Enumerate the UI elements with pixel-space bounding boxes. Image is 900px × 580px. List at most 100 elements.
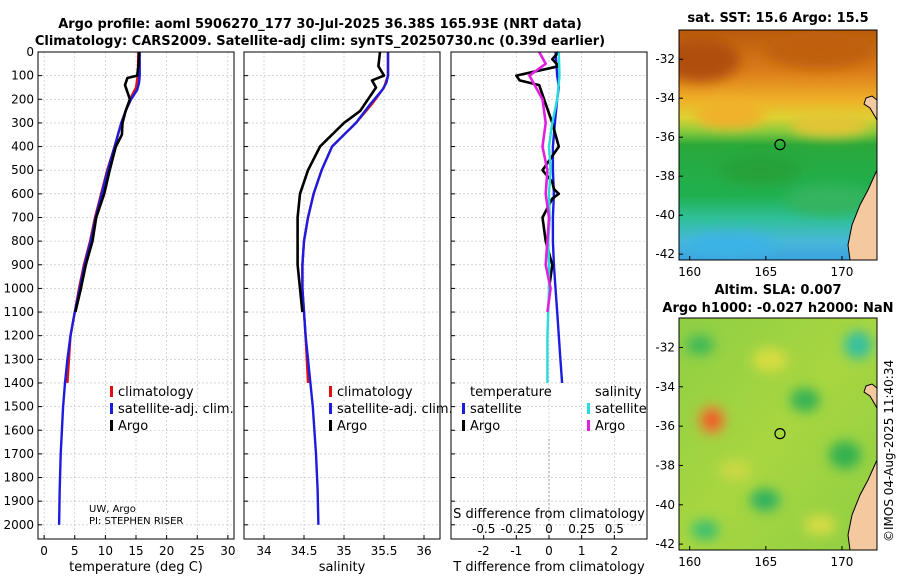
sst-front-patch xyxy=(790,113,870,137)
sla-low-patch xyxy=(691,520,719,540)
map-x-tick-label: 160 xyxy=(678,265,701,279)
legend-argo-swatch xyxy=(329,420,332,431)
legend-satellite-swatch xyxy=(329,403,332,414)
y-tick-label: 1400 xyxy=(3,376,34,390)
timestamp-stamp: ©IMOS 04-Aug-2025 11:40:34 xyxy=(882,360,896,542)
x-tick-label: 20 xyxy=(159,544,174,558)
map-x-tick-label: 165 xyxy=(754,555,777,569)
sla-high-patch xyxy=(804,515,836,535)
note-line2: PI: STEPHEN RISER xyxy=(89,516,183,527)
figure-title-line1: Argo profile: aoml 5906270_177 30-Jul-20… xyxy=(58,17,582,32)
y-tick-label: 1300 xyxy=(3,352,34,366)
legend-temp-satellite-swatch xyxy=(462,403,465,414)
map-y-tick-label: -40 xyxy=(655,498,675,512)
series-line-argo xyxy=(74,51,141,313)
x-tick-label: 30 xyxy=(220,544,235,558)
map-y-tick-label: -42 xyxy=(655,537,675,551)
difference-axes-box xyxy=(450,51,648,540)
x-tick-label: 25 xyxy=(190,544,205,558)
sst-cool-patch xyxy=(785,185,875,215)
coastline-north xyxy=(863,95,877,121)
salinity-diff-tick-label: -0.25 xyxy=(501,522,532,536)
legend-climatology-label: climatology xyxy=(118,385,194,400)
y-tick-label: 700 xyxy=(11,210,34,224)
note-line1: UW, Argo xyxy=(89,504,136,515)
salinity-diff-tick-label: -0.5 xyxy=(472,522,495,536)
y-tick-label: 1900 xyxy=(3,494,34,508)
salinity-difference-ticks: -0.5 -0.25 0 0.25 0.5 xyxy=(472,522,624,536)
x-tick-label: -1 xyxy=(510,544,522,558)
map-y-tick-label: -34 xyxy=(655,91,675,105)
legend-temp-argo-swatch xyxy=(462,420,465,431)
legend-temperature-header: temperature xyxy=(470,385,552,400)
legend-satellite-label: satellite-adj. clim. xyxy=(118,402,234,417)
sst-cold-patch xyxy=(685,233,775,257)
legend-sal-satellite-swatch xyxy=(587,403,590,414)
map-y-tick-label: -38 xyxy=(655,458,675,472)
legend-sal-satellite-label: satellite xyxy=(595,402,647,417)
sla-map: 160 165 170 -32 -34 -36 -38 -40 -42 xyxy=(655,317,878,569)
sla-high-patch xyxy=(752,348,788,372)
sla-map-frame xyxy=(678,317,878,551)
series-line-argo xyxy=(296,51,386,313)
salinity-panel: 34 34.5 35 35.5 36 salinity climatology sate… xyxy=(243,51,453,575)
sla-map-title-line2: Argo h1000: -0.027 h2000: NaN xyxy=(662,301,893,316)
coastline-south xyxy=(847,169,877,260)
x-tick-label: 35 xyxy=(336,544,351,558)
map-y-tick-label: -42 xyxy=(655,247,675,261)
x-tick-label: 1 xyxy=(578,544,586,558)
y-tick-label: 200 xyxy=(11,92,34,106)
y-tick-label: 1000 xyxy=(3,281,34,295)
map-y-tick-label: -36 xyxy=(655,130,675,144)
x-tick-label: 34.5 xyxy=(291,544,318,558)
sla-low-patch xyxy=(686,335,714,355)
coastline-south xyxy=(847,459,877,550)
y-tick-label: 400 xyxy=(11,140,34,154)
salinity-difference-label: S difference from climatology xyxy=(453,507,645,522)
y-tick-label: 1700 xyxy=(3,447,34,461)
salinity-diff-tick-label: 0.25 xyxy=(568,522,595,536)
legend-climatology-label: climatology xyxy=(337,385,413,400)
map-x-tick-label: 165 xyxy=(754,265,777,279)
series-line-satellite-adj-clim- xyxy=(57,52,141,525)
sla-high-core xyxy=(705,413,719,427)
salinity-diff-tick-label: 0 xyxy=(545,522,553,536)
legend-climatology-swatch xyxy=(110,386,113,397)
x-tick-label: 5 xyxy=(71,544,79,558)
y-tick-label: 900 xyxy=(11,258,34,272)
x-tick-label: 36 xyxy=(416,544,431,558)
legend-satellite-swatch xyxy=(110,403,113,414)
y-tick-label: 100 xyxy=(11,69,34,83)
x-tick-label: 2 xyxy=(611,544,619,558)
difference-legend: temperature salinity satellite Argo sate… xyxy=(462,385,647,434)
sst-warm-patch xyxy=(765,32,875,68)
y-tick-label: 1500 xyxy=(3,400,34,414)
legend-sal-argo-swatch xyxy=(587,420,590,431)
map-y-tick-label: -32 xyxy=(655,340,675,354)
sst-map-title: sat. SST: 15.6 Argo: 15.5 xyxy=(687,11,868,26)
legend-argo-label: Argo xyxy=(337,419,367,434)
sla-low-patch xyxy=(790,388,820,412)
sst-front-patch xyxy=(695,101,765,129)
series-line-salinity-satellite xyxy=(546,51,561,383)
x-tick-label: 15 xyxy=(128,544,143,558)
sla-low-patch xyxy=(829,441,861,469)
argo-location-marker xyxy=(774,428,786,440)
temperature-axes-box xyxy=(37,51,235,540)
argo-location-marker xyxy=(774,139,786,151)
y-tick-label: 500 xyxy=(11,163,34,177)
difference-xlabel: T difference from climatology xyxy=(452,560,645,575)
y-tick-label: 1200 xyxy=(3,329,34,343)
salinity-xlabel: salinity xyxy=(319,560,366,575)
y-tick-label: 1100 xyxy=(3,305,34,319)
map-y-tick-label: -40 xyxy=(655,208,675,222)
temperature-legend: climatology satellite-adj. clim. Argo xyxy=(110,385,234,434)
sst-cool-patch xyxy=(720,156,800,184)
salinity-diff-tick-label: 0.5 xyxy=(605,522,624,536)
legend-argo-swatch xyxy=(110,420,113,431)
map-y-tick-label: -32 xyxy=(655,52,675,66)
salinity-legend: climatology satellite-adj. clim. Argo xyxy=(329,385,453,434)
sla-map-title-line1: Altim. SLA: 0.007 xyxy=(715,283,842,298)
y-tick-label: 0 xyxy=(26,45,34,59)
